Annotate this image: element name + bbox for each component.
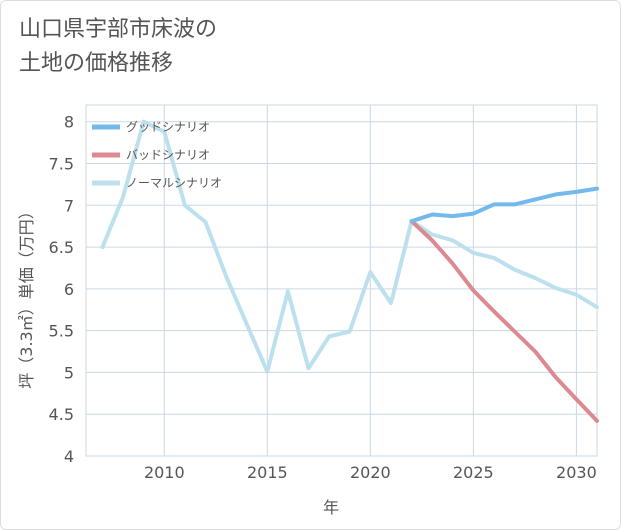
y-axis-title: 坪（3.3㎡）単価（万円） [17, 203, 36, 388]
y-tick-label: 7 [64, 196, 74, 215]
legend-label: ノーマルシナリオ [126, 176, 222, 190]
legend-label: グッドシナリオ [126, 120, 210, 134]
chart-title-line-2: 土地の価格推移 [19, 51, 174, 76]
y-tick-label: 5 [64, 363, 74, 382]
y-tick-label: 7.5 [49, 155, 74, 174]
x-tick-label: 2025 [453, 463, 494, 482]
x-axis-title: 年 [323, 498, 339, 517]
chart-title: 山口県宇部市床波の 土地の価格推移 [19, 13, 217, 81]
series-line-3 [100, 119, 599, 374]
grid [85, 104, 598, 457]
x-tick-label: 2015 [247, 463, 288, 482]
y-tick-label: 5.5 [49, 322, 74, 341]
y-tick-label: 8 [64, 113, 74, 132]
y-tick-label: 4.5 [49, 405, 74, 424]
x-tick-label: 2010 [144, 463, 185, 482]
series-lines [100, 119, 599, 423]
legend-label: バッドシナリオ [126, 148, 210, 162]
y-tick-label: 6 [64, 280, 74, 299]
series-line-2 [409, 219, 599, 423]
y-tick-label: 4 [64, 447, 74, 466]
chart-title-line-1: 山口県宇部市床波の [19, 17, 218, 42]
series-line-1 [409, 186, 599, 224]
x-tick-label: 2030 [556, 463, 597, 482]
x-tick-label: 2020 [350, 463, 391, 482]
y-tick-label: 6.5 [49, 238, 74, 257]
tick-labels: 4 4.5 5 5.5 6 6.5 7 7.5 8 2010 2015 2020 2025 2030 [49, 113, 597, 482]
